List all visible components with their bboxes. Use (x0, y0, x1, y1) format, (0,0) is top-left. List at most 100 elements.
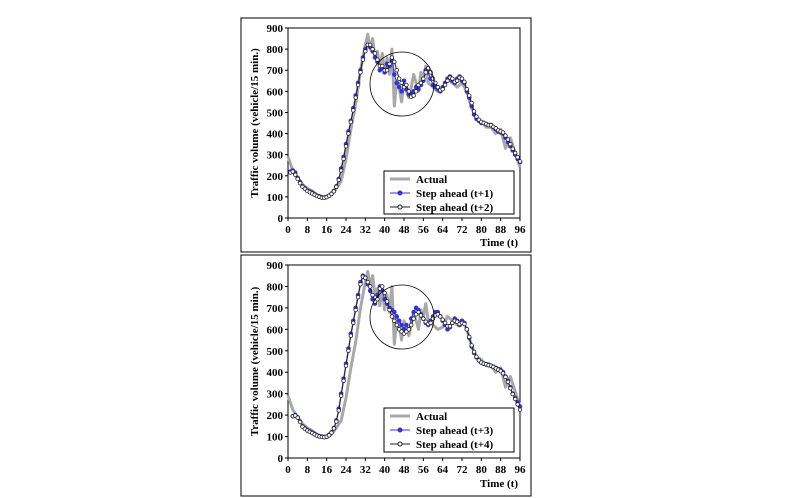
series-point-2 (416, 309, 421, 315)
series-point-2 (409, 322, 414, 328)
series-point-2 (346, 348, 351, 353)
series-point-2 (370, 292, 375, 298)
series-point-1 (404, 322, 409, 328)
x-tick-label: 0 (285, 224, 291, 236)
series-point-2 (380, 63, 385, 69)
series-point-1 (392, 72, 397, 77)
y-axis-title: Traffic volume (vehicle/15 min.) (249, 48, 261, 198)
x-tick-label: 48 (399, 464, 411, 476)
series-point-1 (392, 309, 397, 315)
series-point-2 (343, 363, 349, 368)
series-point-2 (462, 321, 467, 327)
legend-swatch-marker-2 (397, 441, 403, 447)
series-point-2 (423, 70, 428, 75)
x-tick-label: 72 (457, 464, 469, 476)
series-point-2 (500, 130, 506, 135)
y-tick-label: 600 (267, 86, 284, 98)
x-tick-label: 24 (341, 224, 353, 236)
series-point-2 (370, 46, 375, 52)
series-point-2 (343, 144, 349, 149)
y-tick-label: 300 (267, 389, 284, 401)
annotation-circle (369, 284, 435, 350)
x-tick-label: 96 (515, 224, 527, 236)
series-point-2 (428, 320, 433, 326)
series-point-2 (394, 322, 399, 328)
x-tick-label: 88 (495, 224, 507, 236)
series-point-2 (363, 275, 368, 281)
series-point-2 (474, 354, 479, 359)
series-point-2 (440, 87, 445, 92)
series-point-2 (503, 374, 508, 380)
series-point-2 (358, 282, 363, 287)
legend-swatch-marker-2 (397, 204, 403, 210)
series-point-2 (353, 95, 358, 100)
series-point-1 (394, 314, 400, 319)
series-point-2 (515, 154, 520, 160)
x-tick-label: 64 (437, 224, 449, 236)
legend-swatch-marker-1 (397, 190, 403, 196)
series-point-1 (394, 80, 400, 86)
series-point-2 (367, 42, 373, 48)
series-point-2 (512, 396, 518, 402)
series-point-2 (438, 314, 443, 319)
series-point-2 (353, 307, 358, 313)
series-point-2 (341, 156, 346, 162)
series-point-2 (392, 59, 397, 64)
y-tick-label: 0 (278, 213, 284, 225)
series-point-2 (351, 108, 356, 113)
series-point-2 (512, 150, 518, 156)
legend-label: Step ahead (t+1) (416, 188, 493, 200)
series-point-2 (338, 393, 344, 399)
series-point-2 (442, 82, 448, 88)
series-point-2 (295, 176, 300, 182)
x-axis-title: Time (t) (480, 237, 518, 249)
series-point-2 (331, 426, 337, 431)
series-point-2 (293, 172, 298, 177)
series-point-2 (411, 316, 416, 321)
series-point-2 (336, 177, 341, 183)
x-tick-label: 16 (321, 224, 333, 236)
series-point-2 (334, 184, 339, 189)
chart-bottom: 0 100 200 300 400 500 600 700 800 900 0 8 16 24 32 40 48… (249, 260, 526, 490)
series-point-2 (290, 169, 296, 174)
series-point-2 (334, 419, 339, 424)
series-point-2 (297, 180, 303, 186)
legend-label: Actual (416, 411, 447, 423)
annotation-circle (369, 51, 435, 117)
y-tick-label: 100 (267, 432, 284, 444)
series-point-2 (454, 78, 460, 83)
y-tick-label: 800 (267, 281, 284, 293)
series-point-2 (363, 49, 368, 54)
series-point-2 (421, 316, 426, 321)
series-point-2 (394, 68, 399, 73)
y-tick-label: 300 (267, 150, 284, 162)
series-point-2 (517, 159, 523, 164)
series-point-2 (469, 343, 474, 348)
series-point-2 (464, 87, 470, 92)
legend-label: Actual (416, 174, 447, 186)
x-tick-label: 8 (305, 224, 311, 236)
y-tick-label: 500 (267, 107, 284, 119)
series-point-2 (326, 433, 332, 438)
series-point-2 (503, 133, 508, 138)
x-tick-label: 72 (457, 224, 469, 236)
y-axis-title: Traffic volume (vehicle/15 min.) (249, 286, 261, 436)
x-tick-label: 48 (399, 224, 411, 236)
series-point-2 (404, 82, 409, 88)
series-point-2 (413, 89, 419, 94)
series-point-2 (375, 57, 380, 62)
series-point-2 (355, 82, 361, 88)
series-point-2 (396, 76, 402, 81)
series-point-2 (459, 76, 465, 81)
x-tick-label: 56 (418, 224, 430, 236)
x-tick-label: 40 (379, 464, 391, 476)
series-point-2 (367, 284, 373, 289)
series-point-2 (471, 349, 477, 355)
series-point-2 (445, 78, 450, 83)
series-point-2 (505, 379, 511, 385)
series-point-2 (469, 100, 474, 106)
panel-1-frame (240, 17, 532, 253)
x-tick-label: 80 (476, 224, 488, 236)
series-point-2 (508, 386, 513, 391)
x-tick-label: 24 (341, 464, 353, 476)
